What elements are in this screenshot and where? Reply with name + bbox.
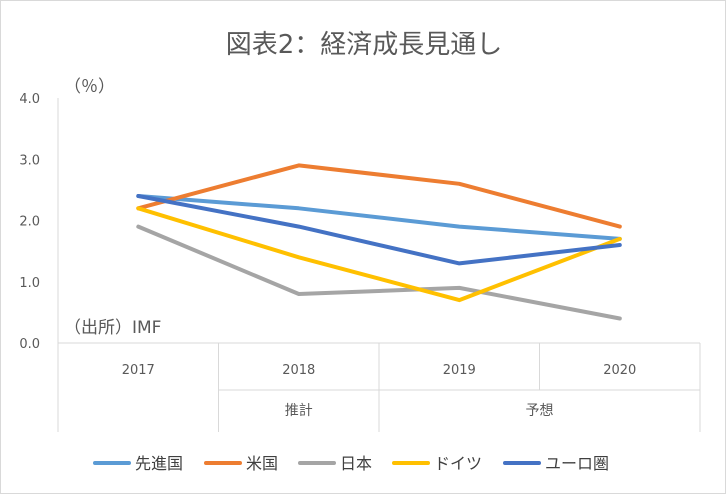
series-line-1 [136, 163, 622, 229]
legend-label: ドイツ [434, 454, 482, 473]
x-tick-label: 2020 [603, 363, 636, 378]
legend-label: 日本 [340, 454, 372, 473]
x-tick-label: 2018 [282, 363, 315, 378]
series-line-3 [136, 206, 622, 303]
y-tick-label: 1.0 [19, 276, 40, 291]
category-group-label: 推計 [285, 403, 313, 419]
chart-title: 図表2：経済成長見通し [226, 30, 503, 60]
unit-label: （％） [64, 77, 115, 97]
legend: 先進国 米国 日本 ドイツ ユーロ圏 [93, 454, 609, 473]
legend-label: 米国 [246, 454, 278, 473]
y-tick-label: 2.0 [19, 215, 40, 230]
category-group-label: 予想 [526, 403, 554, 419]
y-tick-label: 3.0 [19, 153, 40, 168]
source-note: （出所）IMF [64, 318, 161, 338]
x-tick-label: 2019 [443, 363, 476, 378]
axes: 0.0 1.0 2.0 3.0 4.0 2017 2018 2019 2020 推計 予想 [19, 92, 701, 432]
legend-label: ユーロ圏 [545, 454, 609, 473]
series-line-0 [136, 194, 622, 241]
legend-label: 先進国 [135, 454, 183, 473]
series-lines [136, 163, 622, 321]
series-line-4 [136, 194, 622, 266]
y-tick-label: 0.0 [19, 337, 40, 352]
series-line-2 [136, 224, 622, 321]
y-tick-label: 4.0 [19, 92, 40, 107]
x-tick-label: 2017 [122, 363, 155, 378]
